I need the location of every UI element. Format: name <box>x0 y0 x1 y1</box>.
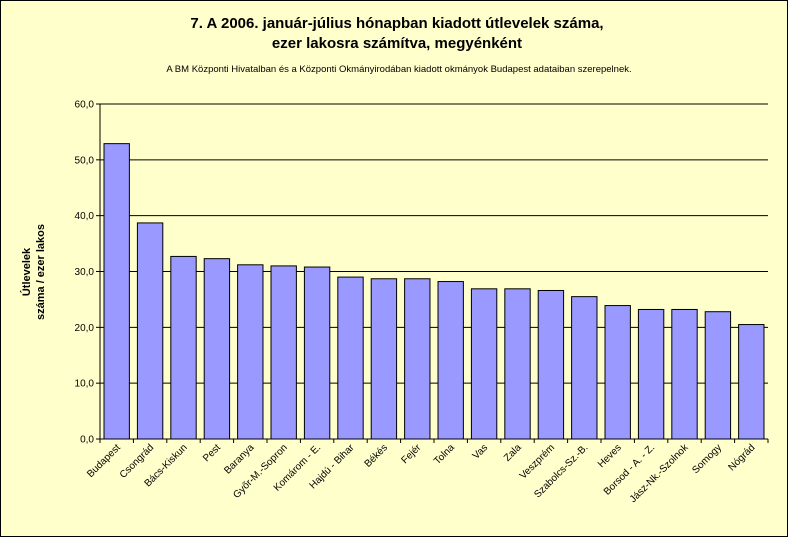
bar-16 <box>604 305 631 440</box>
bar-14 <box>537 289 565 440</box>
bar-18 <box>671 308 698 440</box>
y-axis-label-line1: Útlevelek <box>20 247 33 296</box>
chart-title-line1: 7. A 2006. január-július hónapban kiadot… <box>190 15 603 32</box>
x-category-label: Pest <box>201 442 223 464</box>
bar-5 <box>237 264 264 440</box>
bar-10 <box>404 278 431 440</box>
x-category-label: Somogy <box>690 442 724 476</box>
bar-12 <box>470 288 498 440</box>
y-tick-label: 40,0 <box>75 211 95 222</box>
bar-3 <box>170 255 197 440</box>
bar-1 <box>103 143 130 440</box>
bar-2 <box>136 222 164 440</box>
x-category-label: Budapest <box>85 442 123 480</box>
bar-11 <box>437 281 464 440</box>
bar-9 <box>370 278 398 440</box>
plot-area: 0,010,020,030,040,050,060,0BudapestCsong… <box>75 100 769 505</box>
bar-17 <box>637 308 665 440</box>
x-category-label: Fejér <box>400 442 424 466</box>
bar-7 <box>303 266 331 440</box>
x-category-label: Vas <box>471 442 490 461</box>
bar-15 <box>571 296 598 440</box>
bar-8 <box>337 276 364 440</box>
x-category-label: Tolna <box>432 442 457 467</box>
x-category-label: Jász-Nk.-Szolnok <box>628 442 691 505</box>
y-axis-label-line2: száma / ezer lakos <box>35 224 47 320</box>
bar-20 <box>738 324 765 440</box>
bar-6 <box>270 265 297 440</box>
y-tick-label: 10,0 <box>75 379 95 390</box>
y-tick-label: 0,0 <box>80 435 94 446</box>
y-tick-label: 60,0 <box>75 100 95 111</box>
x-category-label: Békés <box>363 442 390 469</box>
chart-subtitle: A BM Központi Hivatalban és a Központi O… <box>166 64 631 75</box>
x-category-label: Nógrád <box>726 442 757 473</box>
chart-title-line2: ezer lakosra számítva, megyénként <box>272 35 522 52</box>
x-category-label: Zala <box>502 442 524 464</box>
bar-13 <box>504 288 531 440</box>
x-category-label: Baranya <box>222 442 256 476</box>
y-tick-label: 20,0 <box>75 323 95 334</box>
y-tick-label: 50,0 <box>75 155 95 166</box>
bar-4 <box>203 258 231 440</box>
x-category-label: Heves <box>596 442 624 470</box>
bar-19 <box>704 311 732 440</box>
y-tick-label: 30,0 <box>75 267 95 278</box>
